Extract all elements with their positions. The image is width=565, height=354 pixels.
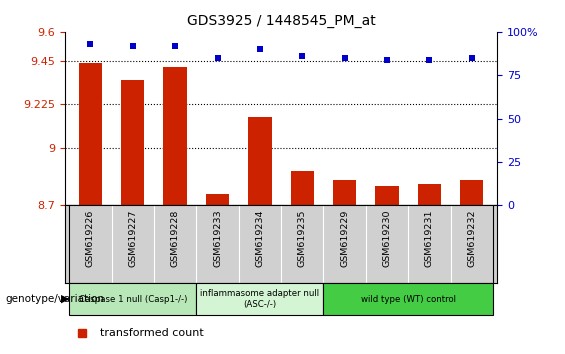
Text: GSM619233: GSM619233: [213, 209, 222, 267]
Text: Caspase 1 null (Casp1-/-): Caspase 1 null (Casp1-/-): [79, 295, 187, 304]
Bar: [290, 171, 314, 205]
Point: [171, 43, 180, 48]
Point: [383, 57, 392, 62]
Bar: [460, 180, 484, 205]
Point: [467, 55, 476, 61]
Bar: [206, 194, 229, 205]
Bar: [323, 283, 493, 315]
Text: GSM619235: GSM619235: [298, 209, 307, 267]
Bar: [121, 80, 145, 205]
Point: [213, 55, 222, 61]
Bar: [197, 283, 323, 315]
Point: [298, 53, 307, 59]
Point: [340, 55, 349, 61]
Point: [255, 46, 264, 52]
Text: GSM619228: GSM619228: [171, 209, 180, 267]
Text: inflammasome adapter null
(ASC-/-): inflammasome adapter null (ASC-/-): [201, 290, 319, 309]
Text: wild type (WT) control: wild type (WT) control: [360, 295, 456, 304]
Text: genotype/variation: genotype/variation: [6, 294, 105, 304]
Bar: [79, 63, 102, 205]
Point: [425, 57, 434, 62]
Text: GSM619229: GSM619229: [340, 209, 349, 267]
Text: GSM619234: GSM619234: [255, 209, 264, 267]
Bar: [333, 180, 357, 205]
Text: GSM619226: GSM619226: [86, 209, 95, 267]
Bar: [69, 283, 197, 315]
Text: GSM619231: GSM619231: [425, 209, 434, 267]
Bar: [248, 117, 272, 205]
Text: GSM619230: GSM619230: [383, 209, 392, 267]
Text: ▶: ▶: [61, 294, 69, 304]
Text: transformed count: transformed count: [99, 329, 203, 338]
Bar: [163, 67, 187, 205]
Point: [86, 41, 95, 47]
Text: GSM619232: GSM619232: [467, 209, 476, 267]
Title: GDS3925 / 1448545_PM_at: GDS3925 / 1448545_PM_at: [186, 14, 376, 28]
Point: [128, 43, 137, 48]
Text: GSM619227: GSM619227: [128, 209, 137, 267]
Bar: [418, 184, 441, 205]
Bar: [375, 186, 399, 205]
